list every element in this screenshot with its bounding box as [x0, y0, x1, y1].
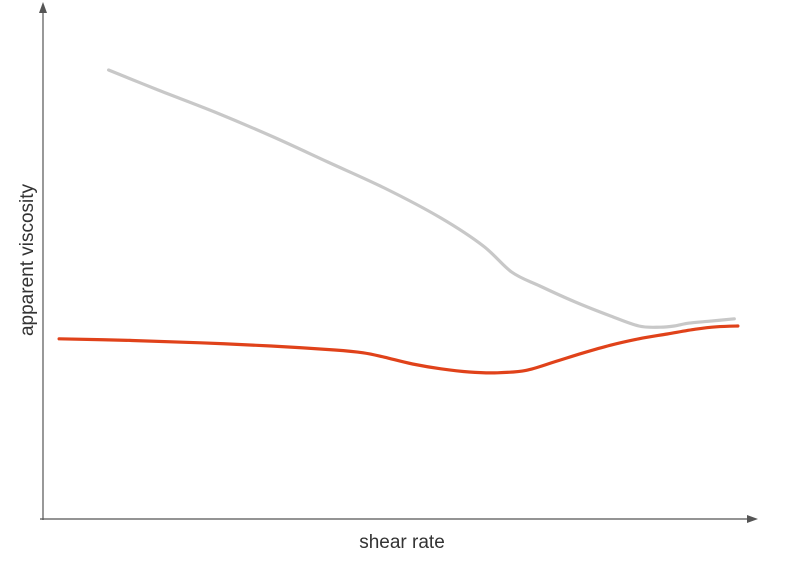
- axes: [39, 2, 758, 523]
- x-axis-arrow: [747, 515, 758, 523]
- y-axis-arrow: [39, 2, 47, 13]
- series-layer: [57, 68, 740, 375]
- y-axis-label: apparent viscosity: [17, 183, 38, 336]
- series-line-1: [107, 68, 736, 329]
- series-line-2: [57, 324, 740, 375]
- x-axis-label: shear rate: [359, 532, 445, 553]
